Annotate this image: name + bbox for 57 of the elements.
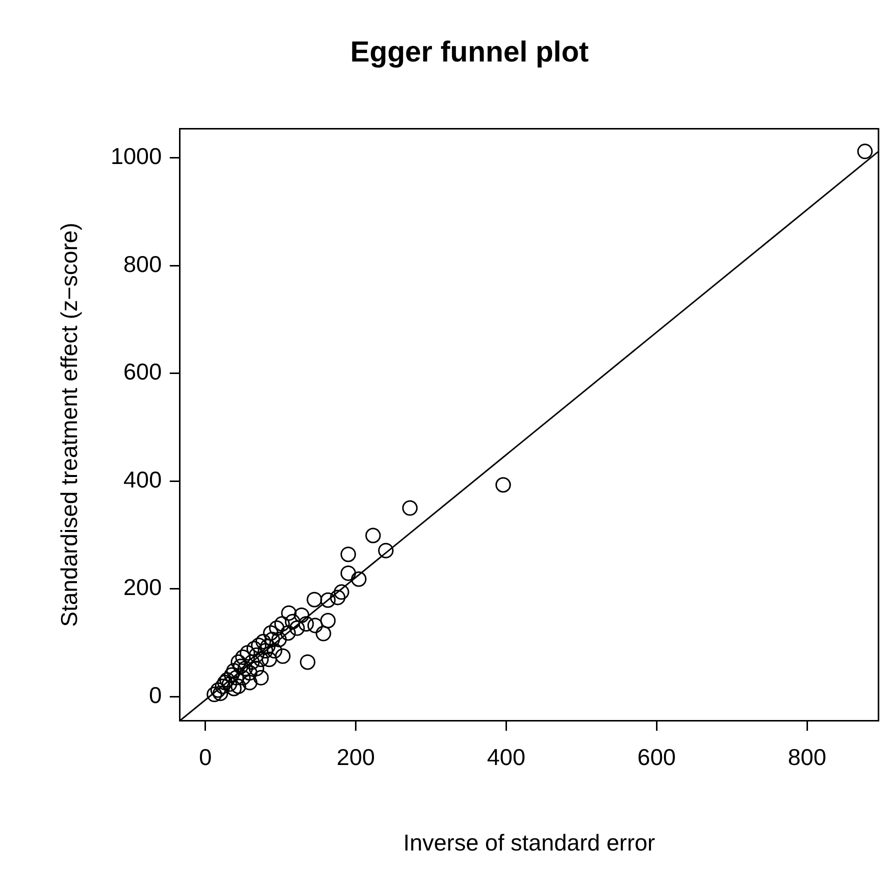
chart-title: Egger funnel plot [350, 36, 590, 68]
point [210, 682, 226, 698]
point [320, 592, 336, 608]
point [281, 605, 297, 621]
point [340, 546, 356, 562]
point [226, 680, 242, 696]
point [269, 620, 285, 636]
point [271, 632, 287, 648]
point [289, 620, 305, 636]
point [253, 652, 269, 668]
point [275, 648, 291, 664]
point [284, 614, 300, 630]
y-tick-label: 200 [123, 574, 162, 600]
point [340, 565, 356, 581]
point [230, 678, 246, 694]
point [294, 607, 310, 623]
point [298, 616, 314, 632]
point [253, 670, 269, 686]
x-axis-title: Inverse of standard error [403, 830, 656, 856]
point [206, 686, 222, 702]
point [351, 571, 367, 587]
point [212, 686, 228, 702]
point [263, 625, 279, 641]
y-tick-label: 1000 [110, 143, 162, 170]
x-tick-label: 0 [198, 744, 212, 770]
point [242, 674, 258, 690]
point [495, 477, 511, 493]
x-tick-label: 800 [788, 744, 826, 770]
y-tick-label: 600 [123, 358, 162, 385]
point [320, 612, 336, 628]
point [307, 618, 323, 634]
y-tick-label: 400 [123, 466, 162, 492]
point [240, 645, 256, 661]
point [266, 643, 282, 659]
point [300, 654, 316, 670]
point [316, 626, 332, 642]
point [365, 528, 381, 544]
x-tick-label: 200 [336, 744, 375, 770]
point [262, 652, 278, 668]
point [378, 542, 394, 558]
point [306, 592, 322, 608]
point [280, 625, 296, 641]
y-tick-label: 800 [123, 250, 162, 277]
point [857, 144, 873, 160]
point [235, 649, 251, 665]
point [256, 634, 272, 650]
point [274, 616, 290, 632]
x-tick-label: 400 [487, 744, 526, 770]
point [330, 590, 346, 606]
point [334, 584, 350, 600]
point [230, 654, 246, 670]
x-tick-label: 600 [637, 744, 676, 770]
point [248, 660, 264, 676]
y-tick-label: 0 [148, 682, 162, 708]
point [250, 638, 266, 654]
y-axis-title: Standardised treatment effect (z−score) [56, 222, 82, 627]
point [402, 500, 418, 516]
